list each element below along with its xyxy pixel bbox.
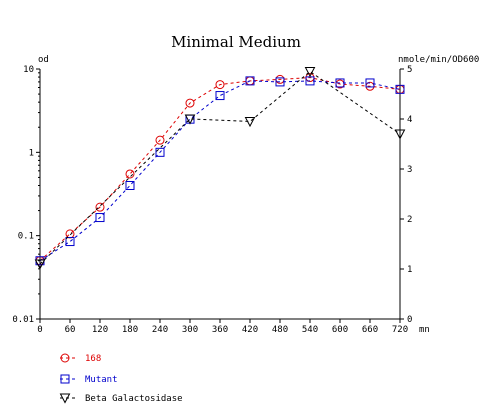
data-point — [275, 77, 285, 87]
chart-title: Minimal Medium — [171, 33, 301, 51]
legend-marker — [60, 374, 70, 384]
x-tick-label: 120 — [92, 325, 108, 335]
data-point — [65, 237, 75, 247]
legend-label: 168 — [85, 354, 101, 364]
data-point — [215, 80, 225, 90]
x-tick-label: 180 — [122, 325, 138, 335]
data-point — [155, 147, 165, 157]
data-point — [95, 202, 105, 212]
x-tick-label: 720 — [392, 325, 408, 335]
legend-marker — [60, 353, 70, 363]
data-point — [65, 229, 75, 239]
data-point — [365, 78, 375, 88]
x-tick-label: 0 — [37, 325, 42, 335]
x-tick-label: 300 — [182, 325, 198, 335]
data-point — [95, 213, 105, 223]
y-right-tick-label: 3 — [407, 165, 412, 175]
y-right-tick-label: 1 — [407, 265, 412, 275]
data-point — [125, 169, 135, 179]
data-point — [244, 117, 256, 128]
legend-marker — [59, 393, 71, 404]
series-line-1 — [39, 80, 401, 262]
x-tick-label: 360 — [212, 325, 228, 335]
y-right-tick-label: 2 — [407, 215, 412, 225]
data-point — [304, 67, 316, 78]
y-left-label: od — [38, 55, 49, 65]
y-left-tick-label: 1 — [29, 148, 34, 158]
x-tick-label: 660 — [362, 325, 378, 335]
legend-label: Mutant — [85, 375, 118, 385]
y-right-label: nmole/min/OD600 — [398, 55, 479, 65]
x-tick-label: 600 — [332, 325, 348, 335]
legend: 168 Mutant Beta Galactosidase — [59, 353, 183, 404]
ticks: 0 60 120 180 240 300 360 420 480 540 600 660 7200.01… — [12, 65, 412, 335]
data-point — [215, 91, 225, 101]
data-point — [155, 135, 165, 145]
data-point — [335, 78, 345, 88]
data-point — [184, 114, 196, 125]
x-axis-label: mn — [419, 325, 430, 335]
x-tick-label: 420 — [242, 325, 258, 335]
y-left-tick-label: 0.1 — [18, 232, 34, 242]
series-line-0 — [39, 77, 401, 262]
y-right-tick-label: 0 — [407, 315, 412, 325]
axes — [39, 69, 401, 320]
x-tick-label: 240 — [152, 325, 168, 335]
series-line-2 — [39, 70, 401, 265]
data-point — [395, 84, 405, 94]
data-point — [185, 98, 195, 108]
y-right-tick-label: 4 — [407, 115, 412, 125]
y-right-tick-label: 5 — [407, 65, 412, 75]
y-left-tick-label: 0.01 — [12, 315, 34, 325]
legend-label: Beta Galactosidase — [85, 394, 183, 404]
y-left-tick-label: 10 — [23, 65, 34, 75]
x-tick-label: 60 — [65, 325, 76, 335]
x-tick-label: 480 — [272, 325, 288, 335]
data-point — [125, 180, 135, 190]
data-point — [34, 259, 46, 270]
data-point — [394, 129, 406, 140]
series — [34, 67, 406, 270]
x-tick-label: 540 — [302, 325, 318, 335]
data-point — [245, 76, 255, 86]
